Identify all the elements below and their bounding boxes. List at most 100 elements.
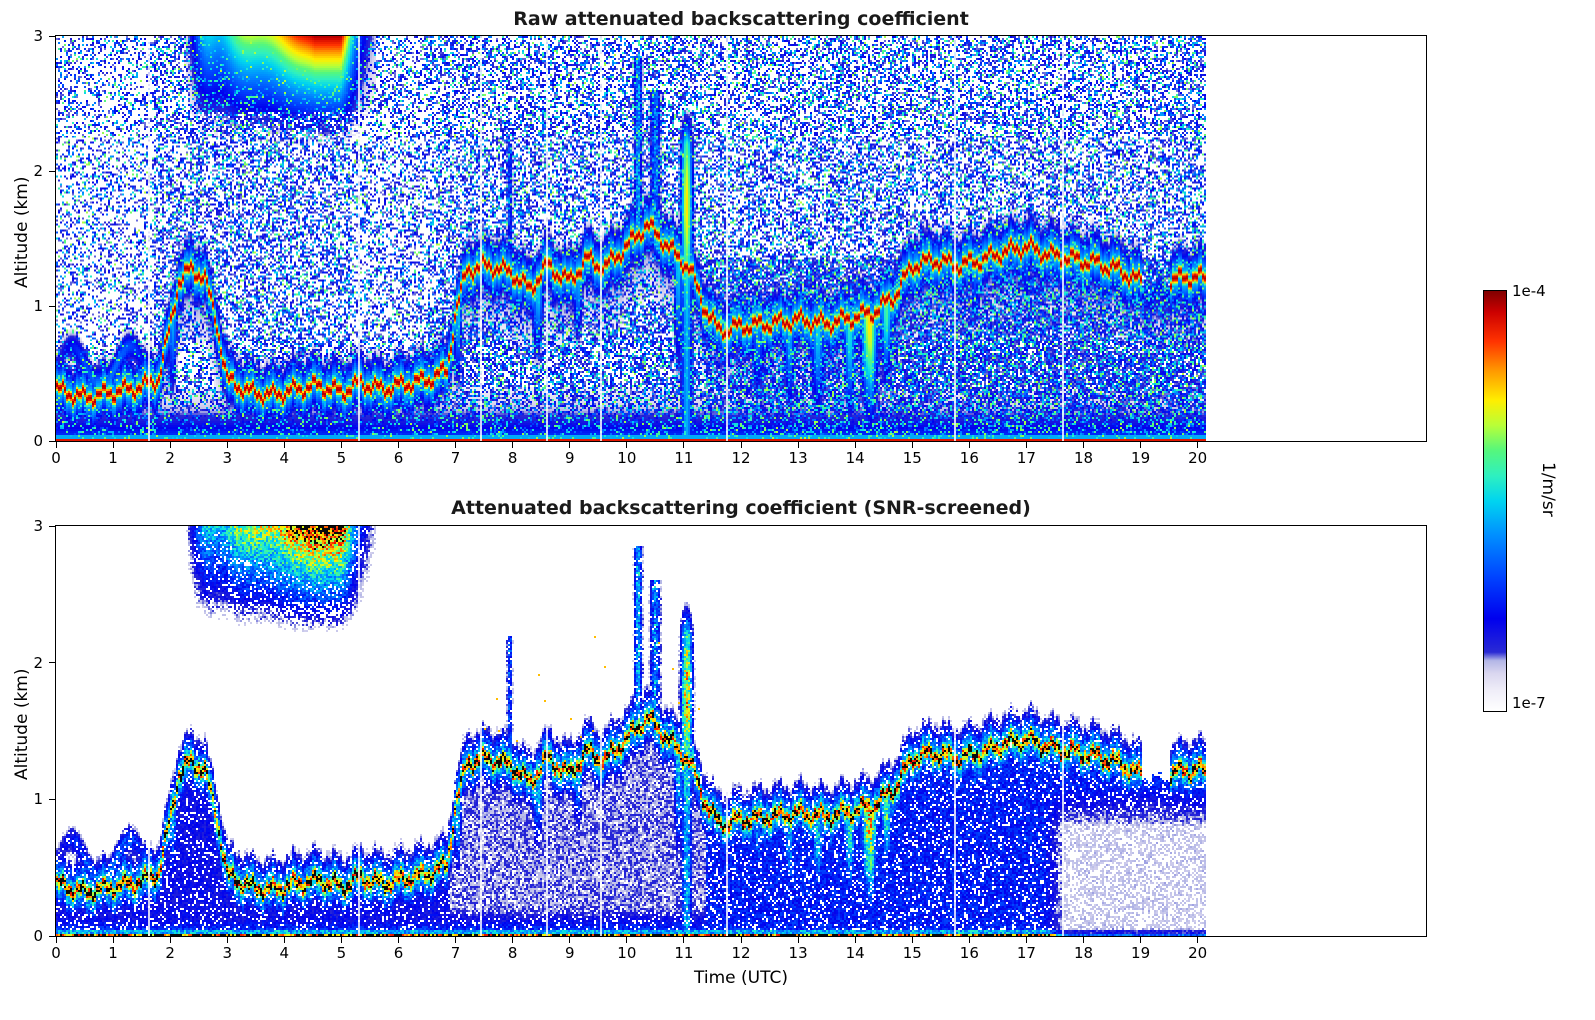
x-tick (1025, 937, 1027, 943)
raw-panel-title: Raw attenuated backscattering coefficien… (513, 8, 969, 30)
y-tick (49, 935, 55, 937)
x-tick-label: 7 (450, 944, 461, 962)
y-axis-label-top: Altitude (km) (12, 176, 32, 288)
colorbar-gradient (1484, 291, 1506, 711)
y-tick (49, 440, 55, 442)
x-tick (512, 442, 514, 448)
y-tick (49, 35, 55, 37)
y-tick-label: 1 (33, 790, 43, 809)
x-tick (911, 937, 913, 943)
x-tick-label: 10 (617, 449, 637, 467)
y-tick-label: 3 (33, 27, 43, 45)
y-tick-label: 2 (33, 162, 43, 180)
x-tick-label: 8 (507, 449, 518, 467)
x-tick-label: 4 (279, 944, 290, 962)
x-tick-label: 14 (845, 944, 865, 962)
x-tick (55, 937, 57, 943)
x-tick-label: 7 (450, 449, 461, 467)
colorbar (1483, 290, 1507, 712)
x-tick-label: 17 (1016, 449, 1036, 467)
x-tick (1140, 442, 1142, 448)
x-tick-label: 10 (617, 944, 637, 962)
x-tick-label: 15 (902, 449, 922, 467)
x-tick (854, 937, 856, 943)
x-tick (797, 937, 799, 943)
x-tick (1197, 442, 1199, 448)
raw-heatmap-canvas (56, 36, 1426, 441)
x-tick-label: 2 (165, 944, 175, 962)
x-tick (740, 442, 742, 448)
x-tick (1083, 937, 1084, 943)
x-tick-label: 20 (1188, 449, 1208, 467)
y-tick-label: 1 (33, 297, 43, 315)
x-tick (1025, 442, 1027, 448)
x-tick (455, 442, 457, 448)
y-tick-label: 2 (33, 653, 43, 672)
x-tick-label: 5 (336, 449, 347, 467)
x-tick (283, 442, 285, 448)
x-tick (569, 937, 571, 943)
x-tick (398, 937, 399, 943)
x-tick-label: 14 (845, 449, 865, 467)
screened-panel-plot (55, 525, 1427, 937)
x-tick (455, 937, 457, 943)
x-tick (169, 442, 171, 448)
x-tick-label: 16 (959, 944, 979, 962)
x-tick-label: 0 (51, 944, 61, 962)
y-tick (49, 798, 55, 800)
x-tick-label: 8 (507, 944, 518, 962)
x-tick-label: 3 (222, 944, 233, 962)
x-tick-label: 13 (788, 449, 808, 467)
x-tick-label: 1 (108, 944, 118, 962)
x-tick-label: 3 (222, 449, 233, 467)
x-tick-label: 18 (1073, 944, 1094, 962)
x-tick (683, 442, 685, 448)
x-tick-label: 0 (51, 449, 61, 467)
y-tick (49, 525, 55, 527)
x-tick (626, 442, 628, 448)
x-tick-label: 11 (674, 449, 694, 467)
colorbar-min-label: 1e-7 (1512, 694, 1546, 712)
x-tick (55, 442, 57, 448)
y-tick (49, 170, 55, 172)
x-tick (569, 442, 571, 448)
x-tick-label: 12 (731, 944, 751, 962)
x-tick (854, 442, 856, 448)
x-tick-label: 17 (1016, 944, 1036, 962)
x-tick (340, 442, 342, 448)
x-tick-label: 20 (1188, 944, 1208, 962)
colorbar-max-label: 1e-4 (1512, 282, 1546, 300)
x-tick-label: 9 (564, 449, 575, 467)
x-tick (512, 937, 514, 943)
x-tick-label: 18 (1073, 449, 1094, 467)
x-tick-label: 5 (336, 944, 347, 962)
x-tick (968, 442, 970, 448)
x-tick (1083, 442, 1084, 448)
x-tick (226, 442, 228, 448)
screened-heatmap-canvas (56, 526, 1426, 936)
colorbar-units-label: 1/m/sr (1538, 462, 1558, 517)
x-tick-label: 15 (902, 944, 922, 962)
x-tick-label: 9 (564, 944, 575, 962)
x-tick (1140, 937, 1142, 943)
x-tick (911, 442, 913, 448)
x-tick (968, 937, 970, 943)
y-axis-label-bottom: Altitude (km) (12, 668, 32, 780)
x-tick-label: 11 (674, 944, 694, 962)
screened-panel-title: Attenuated backscattering coefficient (S… (451, 497, 1031, 519)
x-tick (626, 937, 628, 943)
x-tick (283, 937, 285, 943)
x-tick-label: 4 (279, 449, 290, 467)
raw-panel-plot (55, 35, 1427, 442)
y-tick (49, 662, 55, 664)
x-tick-label: 13 (788, 944, 808, 962)
x-tick (340, 937, 342, 943)
x-tick-label: 6 (393, 944, 404, 962)
x-tick-label: 12 (731, 449, 751, 467)
x-tick (112, 442, 114, 448)
y-tick-label: 0 (33, 432, 43, 450)
x-tick (797, 442, 799, 448)
x-tick-label: 19 (1131, 449, 1151, 467)
x-axis-label: Time (UTC) (694, 968, 788, 988)
x-tick (683, 937, 685, 943)
